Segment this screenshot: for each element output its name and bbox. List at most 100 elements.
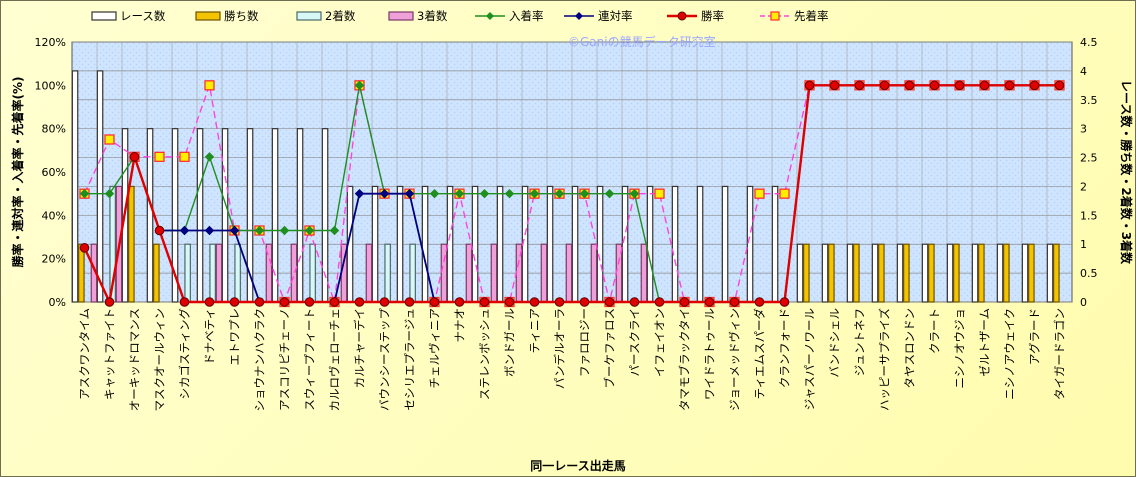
- marker-勝率: [704, 297, 715, 307]
- left-axis-title: 勝率・連対率・入着率・先着率(%): [10, 77, 25, 268]
- category-label: キャットファイト: [103, 308, 117, 400]
- legend-marker: [486, 12, 494, 20]
- category-label: ショウナンハクラク: [253, 308, 267, 412]
- bar-レース数: [671, 185, 679, 303]
- right-tick-label: 4.5: [1080, 36, 1098, 49]
- category-label: ブーケファロス: [603, 308, 617, 389]
- category-label: クランフォード: [778, 308, 792, 388]
- bar-勝ち数: [878, 243, 885, 303]
- marker-勝率: [1004, 80, 1015, 91]
- legend-label: 先着率: [794, 9, 829, 23]
- left-tick-label: 20%: [42, 253, 66, 266]
- marker-勝率: [654, 297, 665, 307]
- bar-レース数: [221, 128, 229, 303]
- bar-レース数: [96, 70, 104, 303]
- bar-3着数: [565, 243, 573, 303]
- marker-勝率: [529, 297, 540, 307]
- category-label: アスコリピチェーノ: [278, 308, 292, 411]
- marker-勝率: [954, 80, 965, 91]
- marker-入着率: [579, 188, 590, 199]
- left-tick-label: 40%: [42, 209, 66, 222]
- bar-レース数: [921, 243, 929, 303]
- marker-勝率: [454, 297, 465, 307]
- marker-勝率: [229, 297, 240, 307]
- legend-label: レース数: [120, 9, 166, 23]
- category-label: ニシノアウェイク: [1003, 308, 1017, 400]
- bar-勝ち数: [928, 243, 935, 303]
- category-label: ファロロジー: [578, 308, 592, 377]
- right-tick-label: 2.5: [1080, 152, 1098, 165]
- bar-勝ち数: [853, 243, 860, 303]
- bar-レース数: [371, 185, 379, 303]
- category-label: ワイドラトゥール: [703, 308, 717, 400]
- legend-label: 勝ち数: [224, 9, 259, 23]
- bar-レース数: [821, 243, 829, 303]
- bar-レース数: [946, 243, 954, 303]
- marker-勝率: [379, 297, 390, 307]
- marker-勝率: [354, 297, 365, 307]
- category-label: パースクライ: [628, 308, 642, 376]
- legend-label: 連対率: [598, 9, 633, 23]
- marker-勝率: [729, 297, 740, 307]
- line-勝率: [83, 84, 1060, 307]
- line-series: [79, 80, 1065, 308]
- category-label: バウンシーステップ: [378, 308, 392, 411]
- marker-連対率: [179, 225, 190, 236]
- bar-レース数: [771, 185, 779, 303]
- left-tick-label: 80%: [42, 123, 66, 136]
- bar-レース数: [596, 185, 604, 303]
- bar-3着数: [490, 243, 498, 303]
- marker-勝率: [629, 297, 640, 307]
- category-label: スウィープフィート: [303, 308, 317, 411]
- bar-2着数: [309, 243, 316, 303]
- marker-入着率: [254, 225, 265, 236]
- right-tick-label: 4: [1080, 65, 1087, 78]
- marker-入着率: [504, 188, 515, 199]
- right-tick-label: 1.5: [1080, 209, 1098, 222]
- left-tick-label: 120%: [35, 36, 66, 49]
- category-label: ジュントネフ: [853, 308, 867, 376]
- legend-swatch: [388, 11, 414, 21]
- bar-レース数: [871, 243, 879, 303]
- marker-勝率: [779, 297, 790, 307]
- bar-2着数: [184, 243, 191, 303]
- bar-レース数: [746, 185, 754, 303]
- category-label: バンドシェル: [828, 308, 842, 378]
- marker-勝率: [329, 297, 340, 307]
- bar-レース数: [796, 243, 804, 303]
- right-tick-label: 3: [1080, 123, 1087, 136]
- marker-勝率: [979, 80, 990, 91]
- marker-勝率: [429, 297, 440, 307]
- left-tick-label: 0%: [49, 296, 66, 309]
- bar-レース数: [71, 70, 79, 303]
- axes: 0% 20% 40% 60% 80% 100% 120% 0 0.5 1 1.5 2 2.5 3 3.5 4 4…: [35, 36, 1098, 412]
- marker-勝率: [129, 152, 140, 162]
- right-axis-title: レース数・勝ち数・2着数・3着数: [1119, 80, 1134, 265]
- marker-先着率: [104, 134, 115, 145]
- bar-勝ち数: [1028, 243, 1035, 303]
- marker-勝率: [204, 297, 215, 307]
- category-label: ステレンボッシュ: [478, 308, 492, 400]
- bar-レース数: [721, 185, 729, 303]
- marker-連対率: [354, 188, 365, 199]
- category-label: イフェイオン: [653, 308, 667, 377]
- bar-レース数: [971, 243, 979, 303]
- right-tick-label: 0.5: [1080, 267, 1098, 280]
- bar-レース数: [271, 128, 279, 303]
- marker-入着率: [454, 188, 465, 199]
- bar-レース数: [421, 185, 429, 303]
- category-label: シカゴスティング: [178, 308, 192, 400]
- bar-3着数: [215, 243, 223, 303]
- bar-レース数: [396, 185, 404, 303]
- bar-レース数: [196, 128, 204, 303]
- bar-2着数: [409, 243, 416, 303]
- right-tick-label: 1: [1080, 238, 1087, 251]
- marker-勝率: [154, 225, 165, 236]
- bar-勝ち数: [953, 243, 960, 303]
- category-label: ゼルトザーム: [978, 308, 992, 377]
- right-tick-label: 2: [1080, 180, 1087, 193]
- marker-勝率: [279, 297, 290, 307]
- legend: レース数 勝ち数 2着数 3着数 入着率 連対率 勝率 先着率: [91, 9, 829, 23]
- left-tick-label: 60%: [42, 166, 66, 179]
- bar-勝ち数: [903, 243, 910, 303]
